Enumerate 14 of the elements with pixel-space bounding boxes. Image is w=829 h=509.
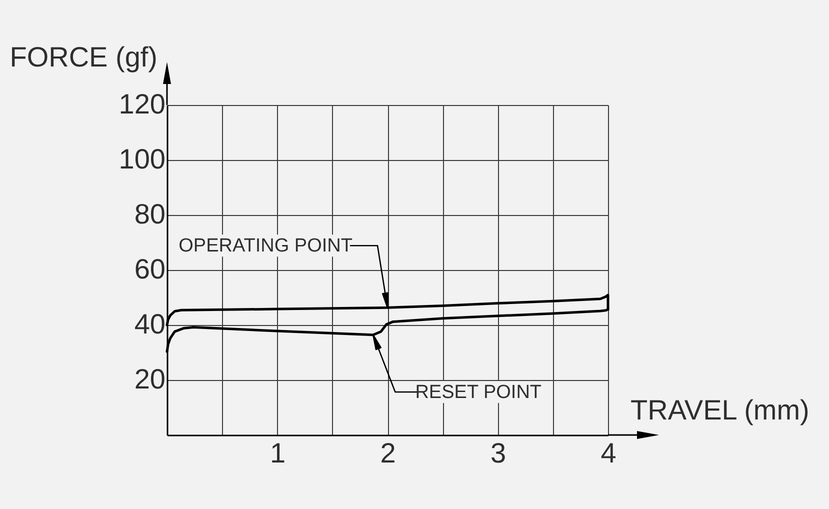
x-tick-label: 4 [600, 438, 616, 468]
x-tick-label: 3 [490, 438, 506, 468]
y-tick-label: 40 [134, 308, 166, 340]
x-axis-title: TRAVEL (mm) [630, 394, 810, 426]
x-tick-label: 1 [270, 438, 286, 468]
y-tick-label: 100 [118, 144, 166, 174]
y-tick-label: 80 [134, 198, 166, 230]
y-tick-label: 120 [118, 88, 166, 120]
x-tick-label: 2 [380, 438, 396, 468]
y-tick-label: 20 [134, 364, 166, 394]
y-tick-label: 60 [134, 254, 166, 284]
annotation: RESET POINT [415, 382, 542, 403]
y-axis-title: FORCE (gf) [10, 42, 158, 72]
annotation: OPERATING POINT [178, 236, 353, 257]
